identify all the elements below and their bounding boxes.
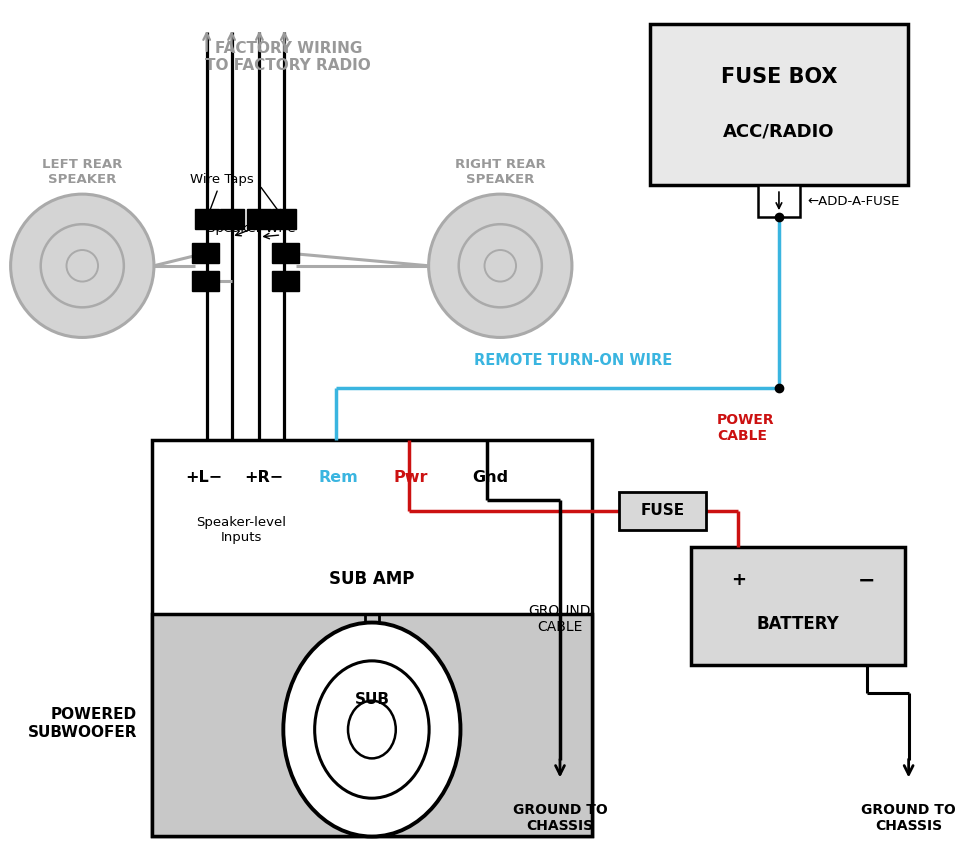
Text: SUB AMP: SUB AMP — [329, 570, 414, 588]
Bar — [649, 24, 908, 186]
Text: GROUND TO
CHASSIS: GROUND TO CHASSIS — [512, 803, 607, 833]
Text: LEFT REAR
SPEAKER: LEFT REAR SPEAKER — [42, 158, 122, 186]
Text: GROUND
CABLE: GROUND CABLE — [529, 604, 591, 634]
Text: POWERED
SUBWOOFER: POWERED SUBWOOFER — [27, 708, 137, 740]
Bar — [618, 491, 705, 529]
Circle shape — [41, 224, 124, 308]
Text: +: + — [730, 571, 745, 589]
Text: SUB: SUB — [354, 692, 389, 707]
Bar — [272, 271, 299, 290]
Bar — [691, 547, 905, 665]
Text: FUSE: FUSE — [640, 503, 684, 518]
Circle shape — [428, 194, 572, 338]
Text: POWER
CABLE: POWER CABLE — [716, 413, 774, 443]
Text: Rem: Rem — [318, 470, 358, 485]
Text: FUSE BOX: FUSE BOX — [720, 67, 836, 87]
Circle shape — [11, 194, 153, 338]
Bar — [272, 209, 296, 229]
Bar — [757, 186, 799, 217]
Bar — [194, 209, 219, 229]
Text: +L−: +L− — [185, 470, 222, 485]
Text: Wire Taps: Wire Taps — [190, 173, 253, 215]
Bar — [247, 209, 271, 229]
Circle shape — [484, 250, 516, 282]
Text: +R−: +R− — [243, 470, 282, 485]
Bar — [151, 614, 591, 836]
Bar — [151, 440, 591, 836]
Text: −: − — [857, 570, 874, 590]
Bar — [272, 243, 299, 263]
Ellipse shape — [315, 661, 429, 798]
Bar — [191, 243, 219, 263]
Text: Speaker Wire: Speaker Wire — [207, 222, 295, 236]
Text: Speaker-level
Inputs: Speaker-level Inputs — [196, 515, 286, 544]
Bar — [220, 209, 243, 229]
Text: BATTERY: BATTERY — [756, 615, 839, 633]
Text: RIGHT REAR
SPEAKER: RIGHT REAR SPEAKER — [454, 158, 545, 186]
Text: FACTORY WIRING
TO FACTORY RADIO: FACTORY WIRING TO FACTORY RADIO — [205, 40, 371, 73]
Ellipse shape — [283, 623, 460, 837]
Text: GROUND TO
CHASSIS: GROUND TO CHASSIS — [861, 803, 956, 833]
Circle shape — [66, 250, 98, 282]
Text: Gnd: Gnd — [472, 470, 508, 485]
Text: REMOTE TURN-ON WIRE: REMOTE TURN-ON WIRE — [474, 353, 672, 368]
Bar — [191, 271, 219, 290]
Text: Pwr: Pwr — [393, 470, 428, 485]
Circle shape — [458, 224, 541, 308]
Ellipse shape — [348, 701, 396, 758]
Text: ←ADD-A-FUSE: ←ADD-A-FUSE — [807, 195, 899, 208]
Text: ACC/RADIO: ACC/RADIO — [722, 123, 833, 141]
